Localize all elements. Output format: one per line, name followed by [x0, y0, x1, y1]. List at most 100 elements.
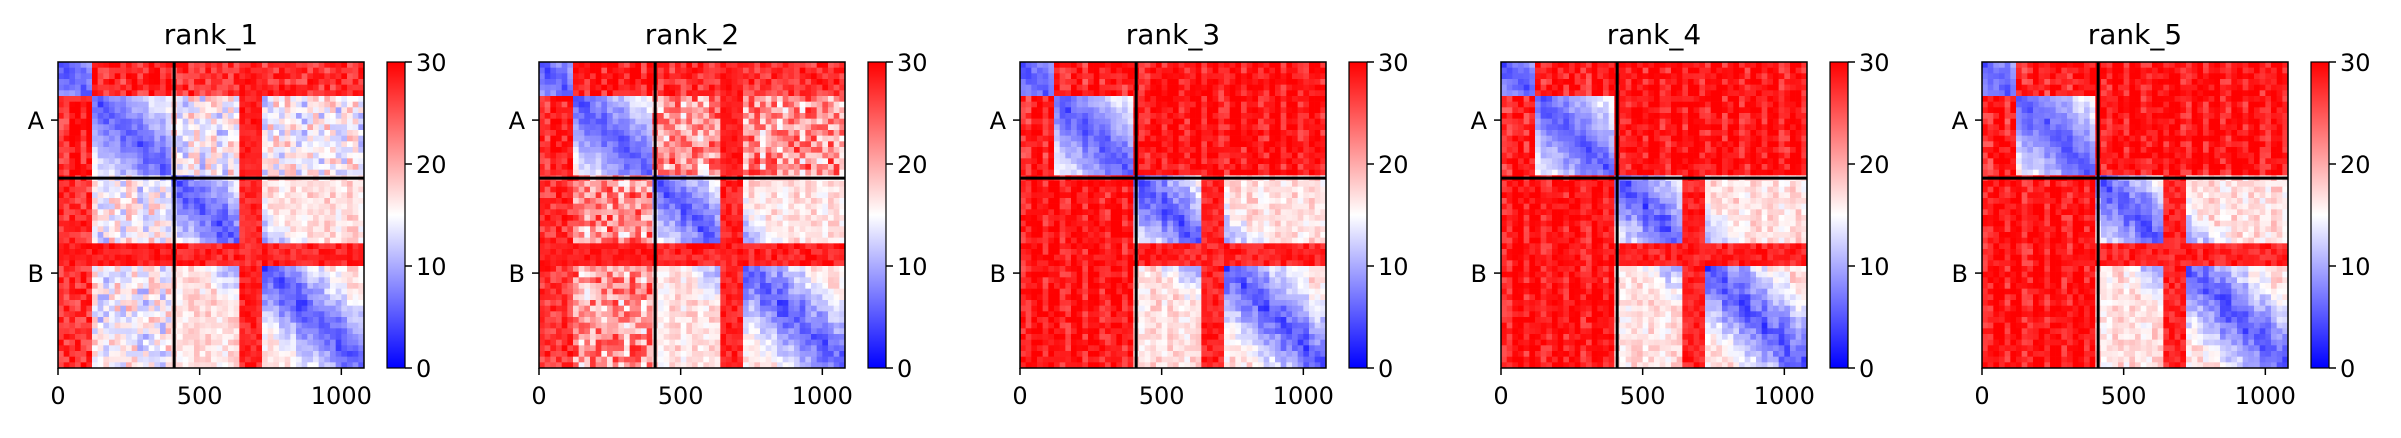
heatmap-cell	[92, 147, 98, 153]
heatmap-cell	[777, 62, 783, 68]
heatmap-cell	[618, 147, 625, 153]
heatmap-cell	[313, 345, 319, 352]
heatmap-cell	[97, 130, 104, 136]
heatmap-cell	[347, 62, 353, 68]
heatmap-cell	[92, 203, 98, 210]
plot-frame	[57, 61, 365, 369]
heatmap-cell	[245, 215, 251, 221]
heatmap-cell	[256, 107, 263, 114]
heatmap-cell	[120, 169, 127, 176]
heatmap-cell	[296, 322, 302, 329]
heatmap-cell	[330, 147, 336, 153]
heatmap-cell	[188, 334, 195, 340]
heatmap-cell	[318, 322, 325, 329]
heatmap-cell	[590, 243, 596, 250]
heatmap-cell	[822, 237, 829, 244]
heatmap-cell	[58, 300, 64, 306]
heatmap-cell	[799, 90, 806, 97]
heatmap-cell	[273, 192, 280, 199]
heatmap-cell	[103, 118, 110, 125]
heatmap-cell	[573, 198, 579, 204]
heatmap-cell	[188, 141, 195, 148]
heatmap-cell	[816, 96, 823, 102]
heatmap-cell	[199, 254, 206, 261]
heatmap-cell	[228, 135, 234, 142]
heatmap-cell	[352, 220, 359, 227]
heatmap-cell	[584, 243, 591, 250]
heatmap-cell	[273, 158, 280, 165]
heatmap-cell	[799, 226, 806, 233]
heatmap-cell	[828, 215, 834, 221]
heatmap-cell	[120, 164, 127, 170]
heatmap-cell	[296, 249, 302, 255]
heatmap-cell	[324, 294, 331, 301]
heatmap-cell	[624, 101, 630, 108]
heatmap-cell	[109, 311, 115, 318]
heatmap-cell	[352, 90, 359, 97]
heatmap-cell	[737, 237, 744, 244]
heatmap-cell	[771, 124, 778, 131]
heatmap-cell	[646, 124, 653, 131]
heatmap-cell	[177, 215, 183, 221]
heatmap-cell	[646, 158, 653, 165]
heatmap-cell	[680, 152, 687, 159]
heatmap-cell	[182, 254, 189, 261]
heatmap-cell	[301, 362, 308, 369]
heatmap-cell	[284, 294, 291, 301]
heatmap-cell	[595, 96, 602, 102]
heatmap-cell	[828, 152, 834, 159]
heatmap-cell	[267, 79, 274, 85]
heatmap-cell	[114, 164, 121, 170]
heatmap-cell	[75, 73, 81, 80]
heatmap-cell	[663, 186, 670, 193]
heatmap-cell	[165, 198, 172, 204]
heatmap-cell	[69, 118, 76, 125]
heatmap-cells	[58, 62, 365, 369]
heatmap-cell	[80, 118, 87, 125]
heatmap-cell	[262, 164, 268, 170]
heatmap-cell	[154, 271, 161, 278]
heatmap-cell	[165, 124, 172, 131]
heatmap-cell	[641, 243, 647, 250]
heatmap-cell	[199, 288, 206, 295]
heatmap-cell	[233, 311, 240, 318]
heatmap-cell	[544, 260, 551, 267]
heatmap-cell	[216, 334, 223, 340]
heatmap-cell	[669, 186, 676, 193]
heatmap-cell	[324, 226, 331, 233]
heatmap-cell	[92, 311, 98, 318]
heatmap-cell	[358, 152, 365, 159]
heatmap-cell	[692, 237, 698, 244]
heatmap-cell	[120, 271, 127, 278]
heatmap-cell	[290, 198, 297, 204]
heatmap-cell	[347, 237, 353, 244]
heatmap-cell	[794, 198, 800, 204]
heatmap-cell	[330, 118, 336, 125]
heatmap-cell	[154, 345, 161, 352]
heatmap-cell	[114, 84, 121, 91]
heatmap-cell	[658, 124, 664, 131]
heatmap-cell	[284, 84, 291, 91]
heatmap-cell	[250, 266, 257, 272]
heatmap-cell	[550, 130, 557, 136]
heatmap-cell	[799, 243, 806, 250]
heatmap-cell	[148, 192, 155, 199]
heatmap-cell	[686, 186, 693, 193]
heatmap-cell	[612, 254, 619, 261]
heatmap-cell	[556, 198, 562, 204]
heatmap-cell	[262, 198, 268, 204]
heatmap-cell	[318, 266, 325, 272]
heatmap-cell	[313, 243, 319, 250]
heatmap-cell	[194, 322, 200, 329]
heatmap-cell	[126, 283, 132, 289]
heatmap-cell	[86, 237, 93, 244]
heatmap-cell	[262, 356, 268, 363]
heatmap-cell	[154, 186, 161, 193]
heatmap-cell	[709, 203, 715, 210]
heatmap-cell	[160, 107, 166, 114]
heatmap-cell	[629, 181, 636, 187]
heatmap-cell	[646, 232, 653, 238]
heatmap-cell	[313, 135, 319, 142]
heatmap-cell	[137, 203, 144, 210]
heatmap-cell	[341, 334, 348, 340]
